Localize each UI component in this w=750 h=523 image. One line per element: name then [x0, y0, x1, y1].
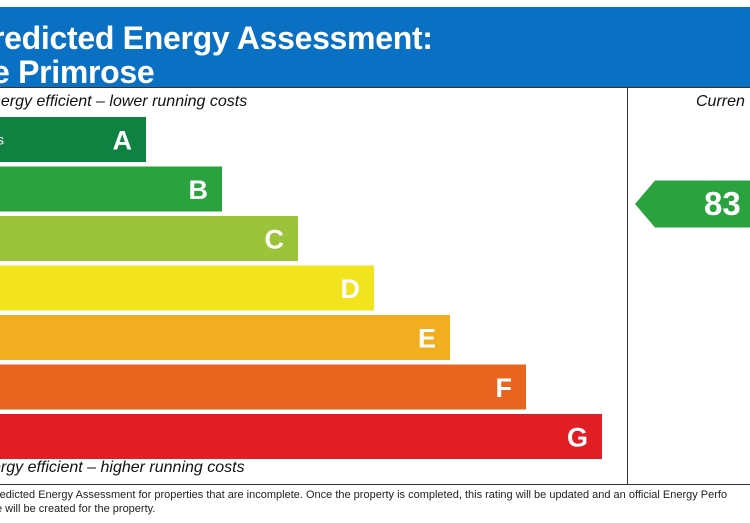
footnote-line-1: redicted Energy Assessment for propertie… [0, 489, 728, 501]
chart-frame-top-border [0, 87, 750, 88]
current-column-header: Curren [696, 93, 745, 110]
band-letter-d: D [341, 274, 361, 304]
title-banner: redicted Energy Assessment: e Primrose [0, 7, 750, 87]
band-bar-d [0, 265, 374, 311]
band-letter-b: B [189, 175, 209, 205]
band-letter-c: C [265, 225, 285, 255]
band-letter-f: F [496, 373, 513, 403]
band-letter-a: A [113, 126, 133, 156]
current-rating-arrow [635, 180, 750, 228]
band-range-a: s [0, 132, 4, 148]
page-title-line-2: e Primrose [0, 54, 155, 87]
efficient-label: nergy efficient – lower running costs [0, 93, 248, 110]
column-divider [627, 87, 628, 484]
band-letter-e: E [418, 324, 436, 354]
footnote-line-2: e will be created for the property. [0, 503, 156, 515]
band-bar-a [0, 117, 146, 162]
band-bar-c [0, 216, 298, 261]
band-bar-g [0, 414, 602, 459]
band-bar-f [0, 364, 526, 410]
band-bar-e [0, 315, 450, 360]
band-bar-b [0, 166, 222, 212]
current-rating-value: 83 [704, 185, 741, 222]
inefficient-label: ergy efficient – higher running costs [0, 459, 245, 476]
footnote: redicted Energy Assessment for propertie… [0, 488, 750, 516]
band-letter-g: G [567, 423, 588, 453]
page-title-line-1: redicted Energy Assessment: [0, 20, 433, 56]
chart-frame-bottom-border [0, 484, 750, 485]
